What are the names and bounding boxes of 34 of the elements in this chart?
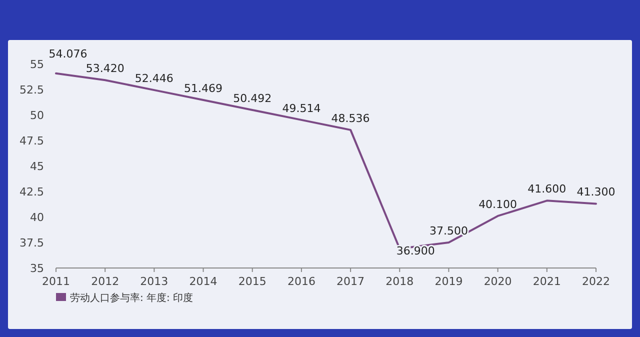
data-label: 37.500	[429, 224, 468, 238]
data-label: 49.514	[282, 102, 321, 115]
data-label: 51.469	[184, 82, 223, 96]
x-tick-label: 2014	[189, 275, 218, 288]
y-tick-label: 42.5	[20, 186, 44, 198]
x-tick-label: 2011	[42, 275, 70, 288]
data-label: 48.536	[331, 112, 370, 125]
y-tick-label: 52.5	[20, 84, 44, 96]
x-tick-label: 2015	[238, 275, 266, 288]
data-label: 36.900	[396, 244, 435, 258]
x-tick-label: 2022	[582, 275, 610, 288]
y-tick-label: 55	[30, 58, 44, 71]
x-tick-label: 2020	[484, 275, 512, 288]
data-label: 53.420	[86, 62, 124, 76]
data-label: 54.076	[48, 47, 88, 60]
x-tick-label: 2019	[434, 275, 463, 288]
y-tick-label: 45	[30, 160, 44, 173]
data-label: 52.446	[134, 72, 174, 86]
legend-label: 劳动人口参与率: 年度: 印度	[70, 292, 194, 304]
y-tick-label: 50	[30, 109, 44, 122]
y-tick-label: 35	[30, 262, 44, 275]
data-label: 50.492	[233, 92, 272, 105]
y-tick-label: 47.5	[20, 134, 44, 148]
y-tick-label: 37.5	[20, 236, 44, 250]
x-tick-label: 2021	[532, 275, 561, 288]
x-tick-label: 2013	[140, 275, 168, 288]
data-label: 41.300	[576, 186, 616, 199]
data-label: 41.600	[528, 182, 566, 196]
x-tick-label: 2016	[287, 275, 316, 288]
x-tick-label: 2018	[386, 275, 414, 288]
data-label: 40.100	[478, 198, 518, 211]
y-tick-label: 40	[30, 211, 44, 224]
x-tick-label: 2017	[336, 275, 365, 288]
x-tick-label: 2012	[91, 275, 120, 288]
